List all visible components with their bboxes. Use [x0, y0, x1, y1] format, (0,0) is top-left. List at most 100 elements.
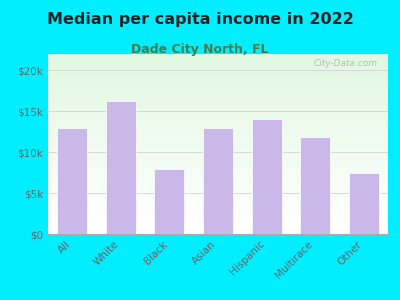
Bar	[349, 172, 379, 234]
Bar	[48, 77, 388, 79]
Bar	[48, 167, 388, 169]
Bar	[48, 189, 388, 191]
Bar	[106, 101, 136, 234]
Bar	[48, 220, 388, 221]
Bar	[48, 92, 388, 94]
Bar	[48, 99, 388, 101]
Bar	[48, 175, 388, 176]
Bar	[48, 90, 388, 92]
Bar	[48, 79, 388, 81]
Bar	[48, 164, 388, 166]
Bar	[154, 169, 184, 234]
Bar	[48, 121, 388, 122]
Bar	[48, 117, 388, 119]
Bar	[48, 149, 388, 151]
Bar	[48, 207, 388, 209]
Bar	[252, 119, 282, 234]
Bar	[48, 122, 388, 124]
Bar	[48, 193, 388, 194]
Bar	[48, 212, 388, 214]
Bar	[48, 230, 388, 232]
Bar	[48, 184, 388, 185]
Bar	[48, 232, 388, 234]
Bar	[48, 81, 388, 83]
Bar	[48, 211, 388, 212]
Bar	[48, 88, 388, 90]
Bar	[48, 198, 388, 200]
Bar	[48, 56, 388, 58]
Bar	[48, 106, 388, 108]
Bar	[48, 86, 388, 88]
Bar	[48, 142, 388, 144]
Bar	[48, 76, 388, 77]
Bar	[48, 135, 388, 137]
Bar	[48, 95, 388, 97]
Bar	[48, 112, 388, 113]
Bar	[48, 227, 388, 229]
Bar	[48, 83, 388, 85]
Bar	[48, 176, 388, 178]
Bar	[48, 63, 388, 65]
Bar	[48, 124, 388, 126]
Bar	[48, 203, 388, 205]
Text: Median per capita income in 2022: Median per capita income in 2022	[46, 12, 354, 27]
Bar	[48, 157, 388, 158]
Text: City-Data.com: City-Data.com	[314, 59, 378, 68]
Bar	[48, 68, 388, 70]
Bar	[48, 191, 388, 193]
Bar	[48, 146, 388, 148]
Bar	[48, 229, 388, 230]
Bar	[48, 214, 388, 216]
Bar	[48, 110, 388, 112]
Bar	[48, 205, 388, 207]
Bar	[48, 85, 388, 86]
Bar	[48, 137, 388, 139]
Bar	[48, 187, 388, 189]
Bar	[48, 133, 388, 135]
Bar	[48, 72, 388, 74]
Bar	[48, 70, 388, 72]
Text: Dade City North, FL: Dade City North, FL	[131, 44, 269, 56]
Bar	[48, 97, 388, 99]
Bar	[48, 113, 388, 115]
Bar	[48, 59, 388, 61]
Bar	[48, 160, 388, 162]
Bar	[48, 209, 388, 211]
Bar	[48, 144, 388, 146]
Bar	[48, 153, 388, 155]
Bar	[48, 180, 388, 182]
Bar	[48, 200, 388, 202]
Bar	[48, 162, 388, 164]
Bar	[48, 101, 388, 103]
Bar	[48, 103, 388, 104]
Bar	[48, 158, 388, 160]
Bar	[48, 119, 388, 121]
Bar	[48, 115, 388, 117]
Bar	[48, 131, 388, 133]
Bar	[48, 151, 388, 153]
Bar	[48, 216, 388, 218]
Bar	[48, 155, 388, 157]
Bar	[48, 128, 388, 130]
Bar	[48, 225, 388, 227]
Bar	[48, 196, 388, 198]
Bar	[300, 137, 330, 234]
Bar	[48, 148, 388, 149]
Bar	[48, 139, 388, 140]
Bar	[48, 61, 388, 63]
Bar	[48, 54, 388, 56]
Bar	[48, 94, 388, 95]
Bar	[48, 185, 388, 187]
Bar	[48, 140, 388, 142]
Bar	[48, 65, 388, 67]
Bar	[48, 178, 388, 180]
Bar	[48, 223, 388, 225]
Bar	[48, 221, 388, 223]
Bar	[203, 128, 233, 234]
Bar	[48, 218, 388, 220]
Bar	[48, 202, 388, 203]
Bar	[48, 194, 388, 196]
Bar	[57, 128, 87, 234]
Bar	[48, 126, 388, 128]
Bar	[48, 130, 388, 131]
